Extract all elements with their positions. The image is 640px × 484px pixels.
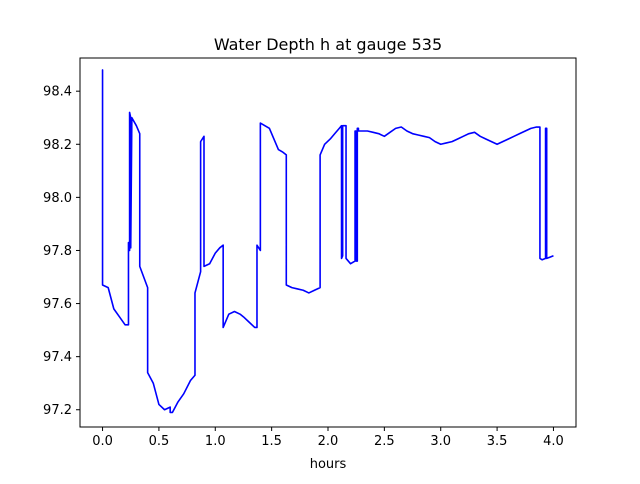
x-tick-label: 2.5 bbox=[374, 434, 395, 449]
y-tick-label: 97.4 bbox=[43, 350, 72, 365]
y-tick-label: 98.4 bbox=[43, 85, 72, 100]
y-tick-label: 98.2 bbox=[43, 138, 72, 153]
chart-title: Water Depth h at gauge 535 bbox=[214, 35, 442, 54]
x-tick-label: 1.0 bbox=[205, 434, 226, 449]
x-tick-label: 3.5 bbox=[487, 434, 508, 449]
x-tick-label: 0.5 bbox=[149, 434, 170, 449]
y-tick-label: 97.6 bbox=[43, 297, 72, 312]
y-tick-label: 97.2 bbox=[43, 403, 72, 418]
x-tick-label: 2.0 bbox=[318, 434, 339, 449]
x-tick-label: 4.0 bbox=[543, 434, 564, 449]
x-tick-label: 0.0 bbox=[92, 434, 113, 449]
x-tick-label: 3.0 bbox=[430, 434, 451, 449]
plot-area: 0.0 0.5 1.0 1.5 2.0 2.5 3.0 3.5 4.0 97.2 97.4 97.6 9… bbox=[43, 57, 577, 449]
y-tick-label: 97.8 bbox=[43, 244, 72, 259]
y-tick-label: 98.0 bbox=[43, 191, 72, 206]
x-axis-label: hours bbox=[310, 457, 347, 472]
series-line-0 bbox=[101, 69, 554, 414]
x-tick-label: 1.5 bbox=[261, 434, 282, 449]
